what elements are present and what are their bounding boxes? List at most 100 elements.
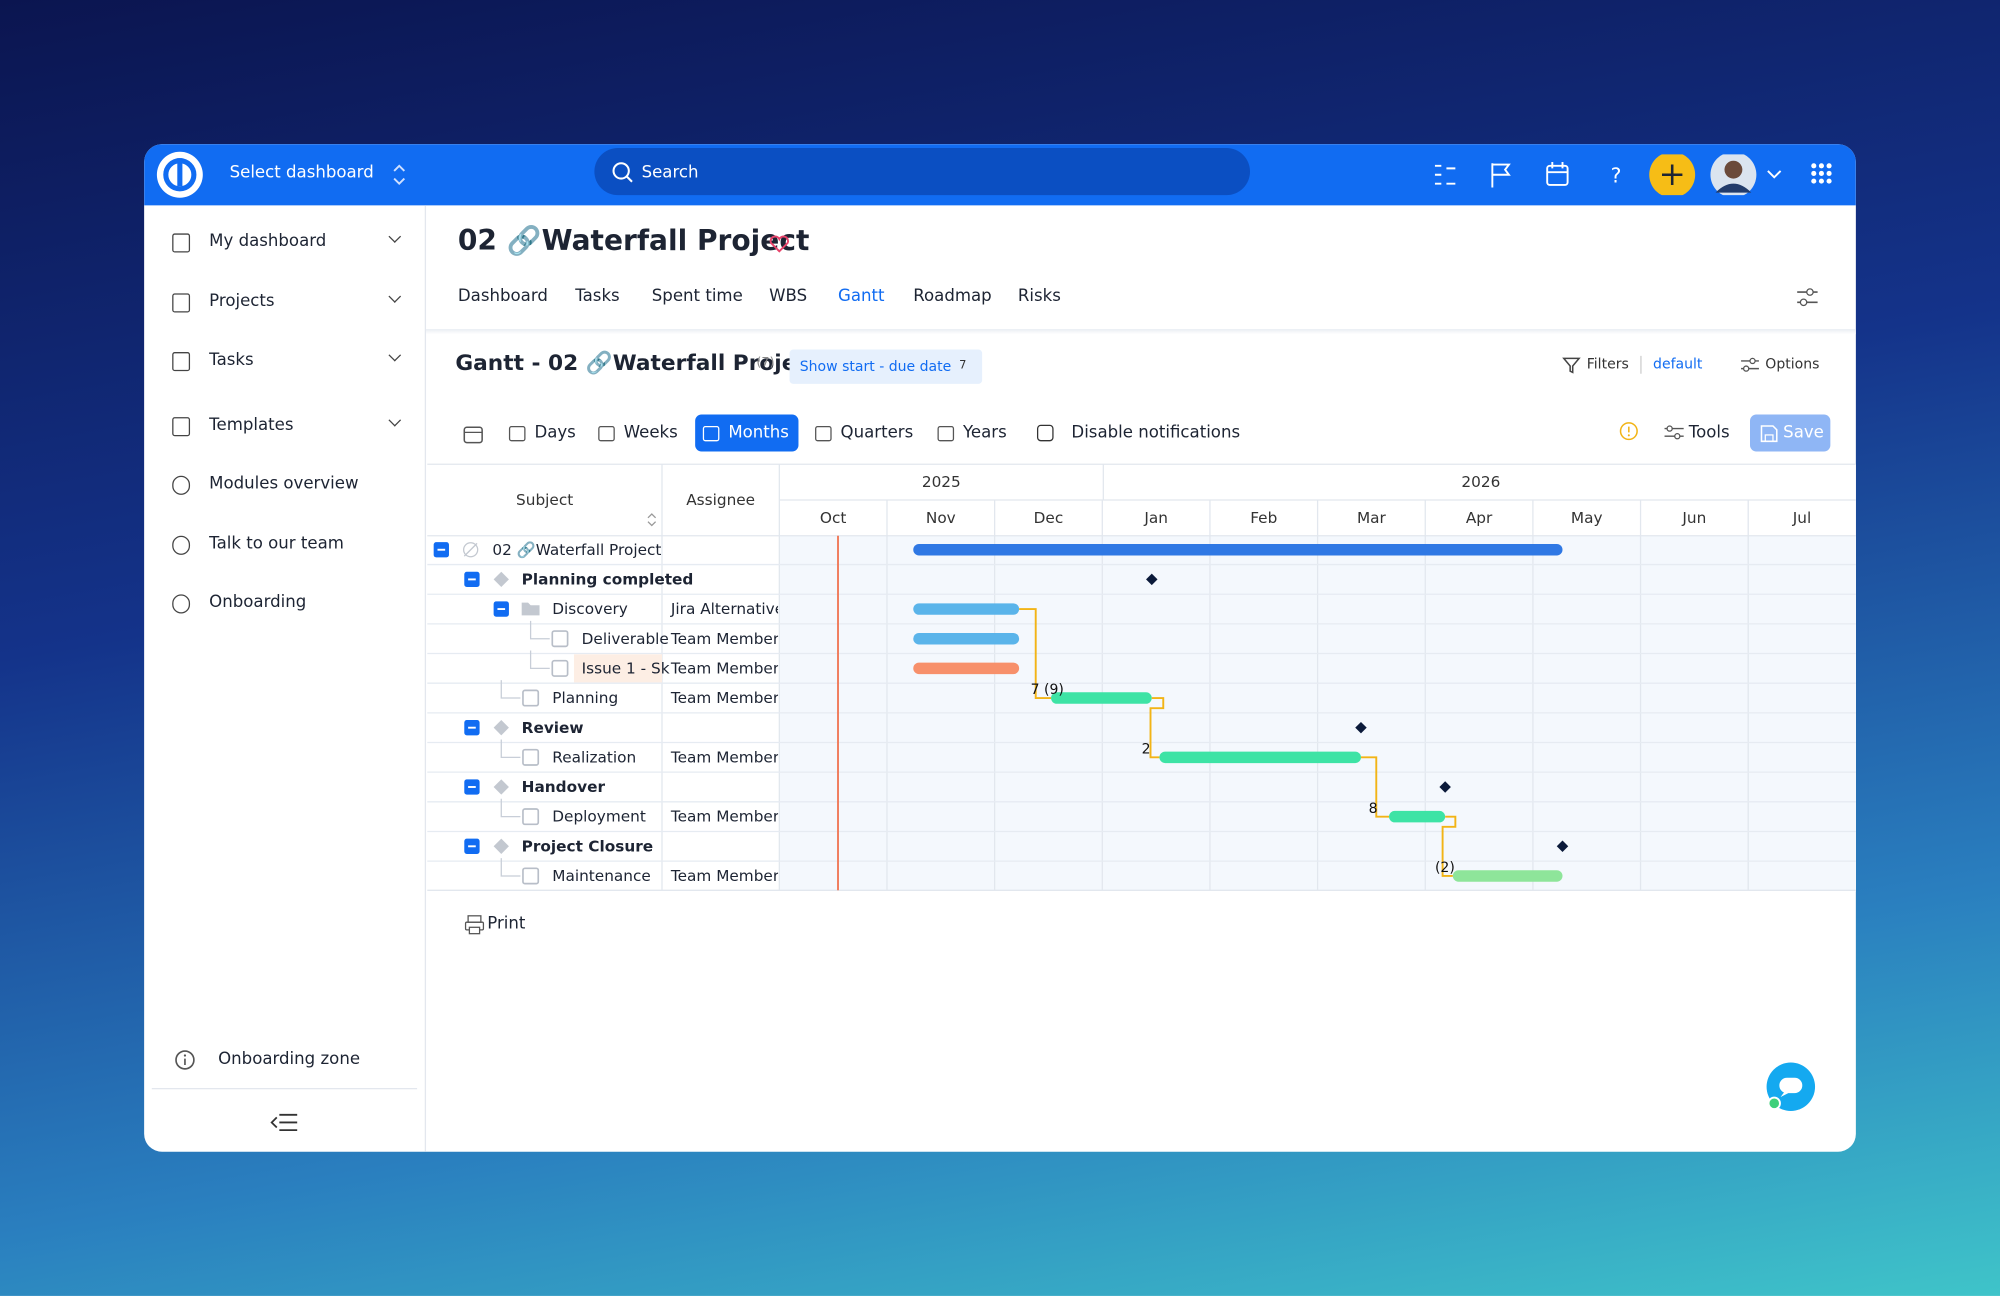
row-assignee: Team Member — [670, 630, 780, 648]
tools-icon — [1664, 425, 1684, 440]
sidebar-item[interactable]: Modules overview — [209, 474, 359, 494]
tab[interactable]: Gantt — [838, 286, 885, 307]
gantt-bar — [1452, 870, 1563, 882]
zoom-button[interactable]: Quarters — [840, 423, 914, 443]
active-zoom-bg — [695, 414, 799, 452]
dependency-label: 7 (9) — [1031, 682, 1064, 698]
sidebar-item[interactable]: My dashboard — [209, 232, 327, 252]
svg-text:?: ? — [1611, 163, 1622, 187]
gantt-bar — [1159, 751, 1361, 764]
row-highlight — [573, 654, 662, 683]
row-subject: Realization — [552, 748, 636, 766]
settings-icon[interactable] — [1795, 284, 1821, 310]
month-label: Nov — [926, 509, 956, 527]
dependency — [1360, 756, 1390, 818]
row-subject: Deliverable — [582, 630, 669, 648]
tab[interactable]: Risks — [1017, 286, 1061, 307]
sidebar-item[interactable]: Talk to our team — [209, 534, 344, 554]
warning-icon[interactable] — [1619, 421, 1639, 441]
filters[interactable]: Filters — [1586, 355, 1629, 373]
filter-separator — [1640, 355, 1642, 374]
print[interactable]: Print — [487, 914, 526, 934]
sort-icon — [647, 513, 657, 527]
task-icon — [551, 630, 569, 648]
project-title: 02 🔗Waterfall Project — [457, 225, 810, 258]
tools[interactable]: Tools — [1688, 423, 1730, 443]
gantt-count: (7) — [756, 355, 775, 370]
row-subject: Planning completed — [522, 571, 694, 589]
milestone-icon — [493, 720, 509, 736]
row-subject: Discovery — [552, 600, 628, 618]
tab[interactable]: Roadmap — [913, 286, 992, 307]
zoom-icon — [598, 426, 615, 442]
month-label: Oct — [820, 509, 846, 527]
favorite-icon[interactable] — [768, 233, 791, 253]
year-label: 2025 — [922, 473, 961, 491]
disable-notifications[interactable]: Disable notifications — [1071, 423, 1241, 443]
folder-icon — [521, 602, 540, 616]
task-icon — [522, 808, 540, 826]
row-assignee: Team Member — [670, 867, 780, 885]
task-icon — [522, 867, 540, 885]
gantt-title: Gantt - 02 🔗Waterfall Project — [455, 350, 820, 377]
zoom-button[interactable]: Weeks — [623, 423, 678, 443]
checkbox[interactable] — [1036, 424, 1054, 442]
zoom-button[interactable]: Days — [534, 423, 576, 443]
tab[interactable]: WBS — [769, 286, 808, 307]
dependency-label: 2 — [1142, 742, 1151, 758]
column-header: Assignee — [686, 491, 755, 509]
row-subject: Review — [522, 719, 584, 737]
task-icon — [522, 748, 540, 766]
save-icon — [1760, 425, 1778, 443]
onboarding-zone[interactable]: Onboarding zone — [218, 1049, 361, 1069]
search-icon — [612, 162, 633, 183]
filter-icon — [1562, 357, 1581, 374]
row-subject: Issue 1 - Sk — [582, 659, 670, 677]
dashboard-select[interactable]: Select dashboard — [229, 163, 374, 183]
milestone-icon — [493, 571, 509, 588]
milestone — [1439, 781, 1451, 793]
month-label: Jan — [1143, 509, 1168, 527]
tree-line — [500, 798, 521, 818]
options[interactable]: Options — [1765, 355, 1820, 373]
select-arrows — [393, 164, 406, 186]
month-label: May — [1571, 509, 1603, 527]
sidebar-item[interactable]: Tasks — [209, 350, 254, 370]
zoom-button[interactable]: Months — [728, 423, 789, 443]
sidebar-icon — [172, 417, 191, 437]
project-icon — [463, 542, 479, 558]
date-badge[interactable] — [789, 349, 983, 384]
sidebar-item[interactable]: Templates — [209, 415, 294, 435]
save-button[interactable] — [1749, 414, 1831, 452]
zoom-button[interactable]: Years — [963, 423, 1007, 443]
tree-line — [500, 739, 521, 758]
dependency-label: 8 — [1369, 801, 1378, 817]
month-label: Feb — [1250, 509, 1277, 527]
options-icon — [1741, 357, 1759, 372]
tree-line — [500, 858, 521, 877]
top-bar: Select dashboard Search ? — [144, 144, 1856, 206]
tab[interactable]: Tasks — [575, 286, 620, 307]
dependency — [1441, 815, 1457, 877]
sidebar-item[interactable]: Onboarding — [209, 593, 307, 613]
header-shadow — [426, 329, 1856, 335]
tree-line — [529, 620, 550, 640]
tab[interactable]: Dashboard — [457, 286, 548, 307]
sidebar-item[interactable]: Projects — [209, 292, 275, 312]
tab[interactable]: Spent time — [651, 286, 743, 307]
filter-name[interactable]: default — [1653, 355, 1703, 373]
zoom-icon — [815, 426, 832, 442]
tree-line — [529, 650, 550, 670]
calendar-icon[interactable] — [462, 422, 485, 445]
chat-button[interactable] — [1764, 1060, 1820, 1116]
gantt-bar — [913, 544, 1563, 556]
search-box[interactable] — [594, 147, 1250, 196]
row-subject: Project Closure — [522, 837, 653, 855]
zoom-icon — [937, 426, 955, 442]
collapse-icon[interactable] — [269, 1110, 300, 1136]
row-assignee: Team Member — [670, 659, 780, 677]
dependency — [1019, 608, 1052, 699]
row-assignee: Team Member — [670, 689, 780, 707]
badge-label: Show start - due date — [799, 358, 952, 375]
